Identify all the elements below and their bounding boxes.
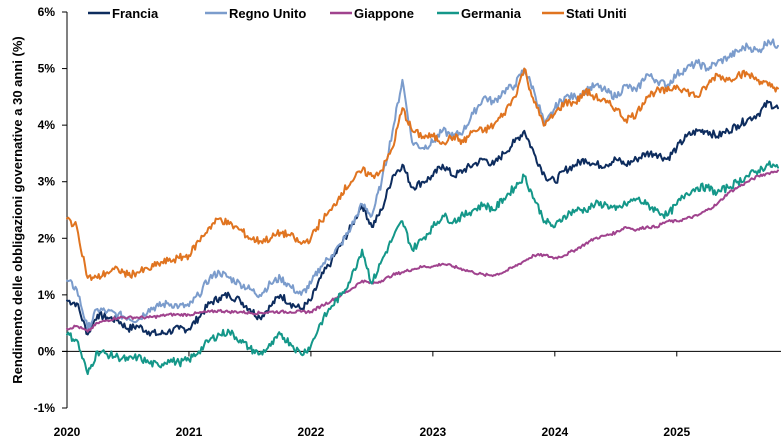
x-tick-label: 2023 [420,425,447,439]
x-tick-label: 2024 [541,425,568,439]
series-line-francia [66,99,779,337]
legend-item-regno-unito[interactable]: Regno Unito [205,6,306,21]
legend-item-francia[interactable]: Francia [88,6,159,21]
series-line-germania [66,160,779,376]
legend-item-giappone[interactable]: Giappone [330,6,414,21]
y-tick-label: -1% [34,401,56,415]
series-line-giappone [66,169,779,333]
series-line-stati-uniti [66,67,779,281]
legend-label: Stati Uniti [566,6,627,21]
y-tick-label: 5% [38,62,56,76]
legend-label: Giappone [354,6,414,21]
legend-item-stati-uniti[interactable]: Stati Uniti [542,6,627,21]
y-tick-label: 2% [38,231,56,245]
y-tick-label: 6% [38,5,56,19]
series-group [66,38,779,376]
legend-label: Francia [112,6,159,21]
x-tick-label: 2025 [663,425,690,439]
y-tick-label: 0% [38,344,56,358]
y-axis-label: Rendimento delle obbligazioni governativ… [10,36,25,383]
legend-item-germania[interactable]: Germania [437,6,522,21]
legend-label: Regno Unito [229,6,306,21]
y-tick-label: 1% [38,288,56,302]
legend-label: Germania [461,6,522,21]
series-line-regno-unito [66,38,779,330]
y-tick-label: 3% [38,175,56,189]
x-tick-label: 2020 [54,425,81,439]
legend: Francia Regno Unito Giappone Germania Stati … [88,6,627,21]
x-tick-label: 2021 [176,425,203,439]
y-tick-label: 4% [38,118,56,132]
x-tick-label: 2022 [298,425,325,439]
axes: -1% 0% 1% 2% 3% 4% 5% 6% 2020 2021 2022 2023 2024 202… [34,5,781,439]
